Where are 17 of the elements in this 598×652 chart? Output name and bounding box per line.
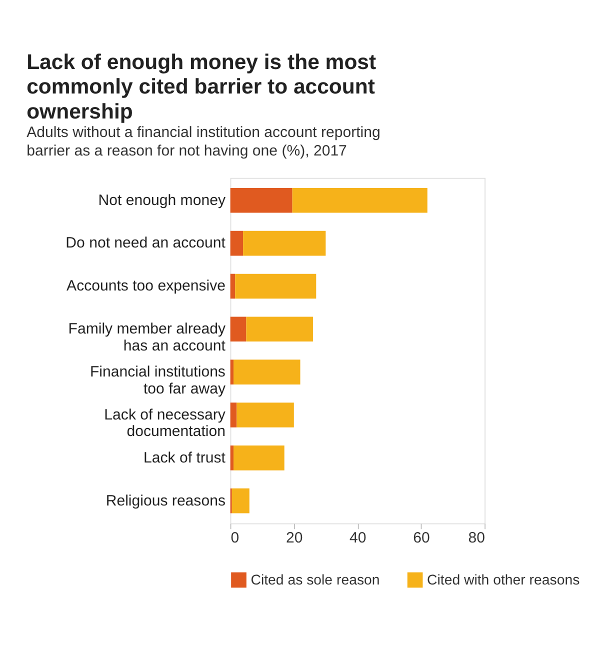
chart-title: Lack of enough money is the most commonly cited barrier to account ownership	[26, 50, 376, 124]
y-tick-label: Not enough money	[98, 192, 226, 209]
legend-label: Cited with other reasons	[427, 572, 580, 588]
x-tick-label: 40	[350, 529, 366, 546]
y-tick-label: Family member already has an account	[68, 320, 226, 354]
y-tick-label: Lack of necessary documentation	[104, 406, 226, 440]
x-tick-label: 80	[468, 529, 486, 546]
y-tick-label: Accounts too expensive	[66, 278, 226, 295]
x-tick-label: 20	[286, 529, 303, 546]
y-tick-label: Financial institutions too far away	[90, 364, 226, 398]
legend-label: Cited as sole reason	[250, 572, 380, 588]
y-tick-label: Religious reasons	[106, 492, 226, 510]
y-tick-label: Do not need an account	[66, 234, 226, 252]
x-tick-label: 60	[413, 529, 430, 546]
chart-subtitle: Adults without a financial institution account reporting barrier as a reason for not having one (%), 2017	[26, 124, 380, 160]
x-tick-label: 0	[230, 529, 240, 546]
y-tick-label: Lack of trust	[144, 449, 226, 466]
